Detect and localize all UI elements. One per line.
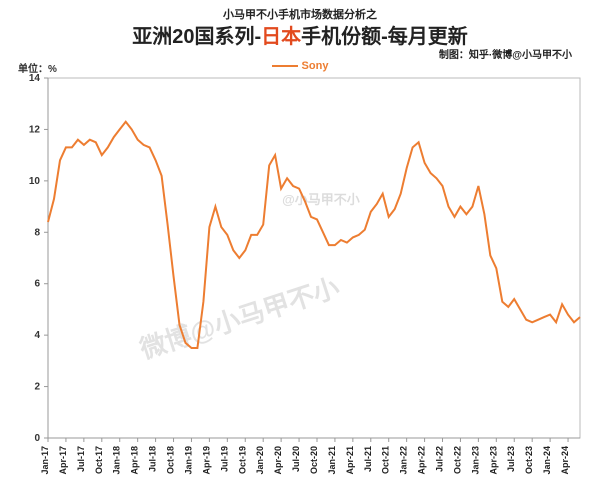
svg-text:Jan-18: Jan-18: [112, 446, 122, 475]
svg-text:10: 10: [29, 176, 41, 187]
svg-text:Jan-19: Jan-19: [183, 446, 193, 475]
svg-text:Oct-21: Oct-21: [381, 446, 391, 474]
svg-text:8: 8: [34, 227, 40, 238]
svg-text:Oct-18: Oct-18: [166, 446, 176, 474]
svg-text:Jan-23: Jan-23: [470, 446, 480, 475]
svg-text:Apr-23: Apr-23: [488, 446, 498, 475]
svg-text:Apr-19: Apr-19: [201, 446, 211, 475]
svg-text:Jan-24: Jan-24: [542, 446, 552, 475]
svg-text:Oct-20: Oct-20: [309, 446, 319, 474]
svg-text:Oct-17: Oct-17: [94, 446, 104, 474]
svg-text:Oct-23: Oct-23: [524, 446, 534, 474]
svg-text:Jan-20: Jan-20: [255, 446, 265, 475]
svg-text:0: 0: [34, 433, 40, 444]
svg-text:Apr-21: Apr-21: [345, 446, 355, 475]
svg-text:Jul-19: Jul-19: [219, 446, 229, 472]
svg-text:Jul-22: Jul-22: [435, 446, 445, 472]
svg-text:4: 4: [34, 330, 40, 341]
svg-text:Jul-20: Jul-20: [291, 446, 301, 472]
svg-text:12: 12: [29, 124, 41, 135]
svg-text:Jul-23: Jul-23: [506, 446, 516, 472]
svg-text:6: 6: [34, 279, 40, 290]
svg-text:Jan-21: Jan-21: [327, 446, 337, 475]
svg-text:Oct-22: Oct-22: [452, 446, 462, 474]
svg-text:Jan-22: Jan-22: [399, 446, 409, 475]
svg-text:Apr-20: Apr-20: [273, 446, 283, 475]
svg-text:Jul-18: Jul-18: [148, 446, 158, 472]
svg-text:Apr-17: Apr-17: [58, 446, 68, 475]
svg-text:Apr-22: Apr-22: [417, 446, 427, 475]
svg-text:Apr-24: Apr-24: [560, 446, 570, 475]
svg-text:Jul-21: Jul-21: [363, 446, 373, 472]
svg-text:14: 14: [29, 73, 41, 84]
svg-text:Jan-17: Jan-17: [40, 446, 50, 475]
svg-text:@小马甲不小: @小马甲不小: [282, 192, 360, 207]
svg-text:Jul-17: Jul-17: [76, 446, 86, 472]
svg-text:Oct-19: Oct-19: [237, 446, 247, 474]
svg-text:Apr-18: Apr-18: [130, 446, 140, 475]
line-chart: 0 2 4 6 8 10 12 14 Jan-17 Apr-17 Jul-17 Oct-17 Jan-1…: [0, 0, 600, 500]
svg-text:2: 2: [34, 382, 40, 393]
svg-text:微博@小马甲不小: 微博@小马甲不小: [135, 272, 342, 365]
